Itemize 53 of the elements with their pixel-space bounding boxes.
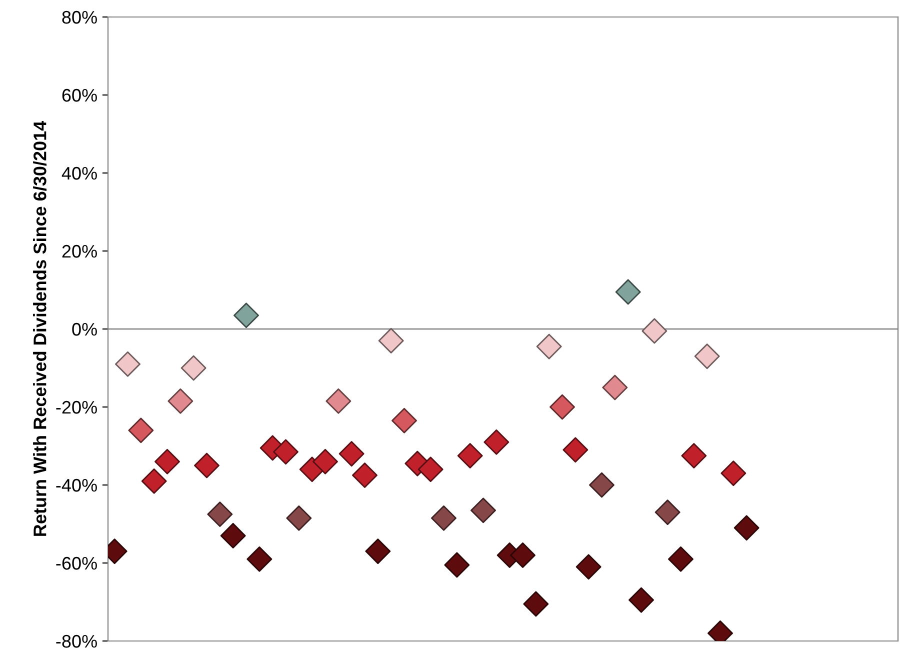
y-tick-label: -20%: [56, 400, 97, 414]
point: [523, 591, 549, 617]
point: [154, 448, 180, 474]
y-tick-label: 20%: [62, 244, 97, 258]
point: [484, 429, 510, 455]
point: [720, 460, 746, 486]
point: [168, 388, 194, 414]
point: [734, 515, 760, 541]
y-axis-title: Return With Received Dividends Since 6/30/2014: [33, 120, 46, 536]
point: [431, 505, 456, 531]
point: [326, 388, 352, 414]
y-tick-label: 40%: [62, 166, 97, 180]
point: [312, 448, 338, 474]
point: [444, 552, 470, 578]
point: [246, 546, 272, 572]
point: [576, 554, 602, 580]
point: [654, 500, 680, 526]
point: [694, 344, 720, 370]
y-tick-label: -80%: [56, 634, 97, 648]
point: [234, 302, 259, 328]
point: [378, 328, 404, 354]
y-tick-label: 0%: [72, 322, 97, 336]
y-tick-label: -40%: [56, 478, 97, 492]
point: [220, 522, 246, 548]
point: [180, 355, 206, 381]
point: [628, 587, 654, 613]
point: [668, 546, 694, 572]
point: [128, 418, 154, 444]
point: [562, 437, 588, 463]
point: [681, 443, 707, 468]
point: [365, 538, 391, 564]
point: [589, 472, 614, 498]
point: [470, 498, 496, 524]
point: [286, 505, 312, 531]
point: [642, 318, 668, 344]
point: [510, 542, 536, 568]
point: [615, 279, 641, 305]
point: [194, 452, 220, 478]
point: [602, 374, 628, 400]
y-tick-label: -60%: [56, 556, 97, 570]
point: [352, 462, 378, 488]
point: [338, 441, 364, 467]
point: [392, 408, 417, 434]
point: [550, 394, 575, 420]
point: [115, 351, 140, 377]
point: [207, 502, 233, 527]
point: [536, 334, 562, 360]
point: [418, 456, 444, 482]
point: [457, 443, 483, 468]
y-tick-label: 80%: [62, 10, 97, 24]
point: [141, 468, 167, 494]
point: [273, 439, 298, 465]
y-tick-label: 60%: [62, 88, 97, 102]
